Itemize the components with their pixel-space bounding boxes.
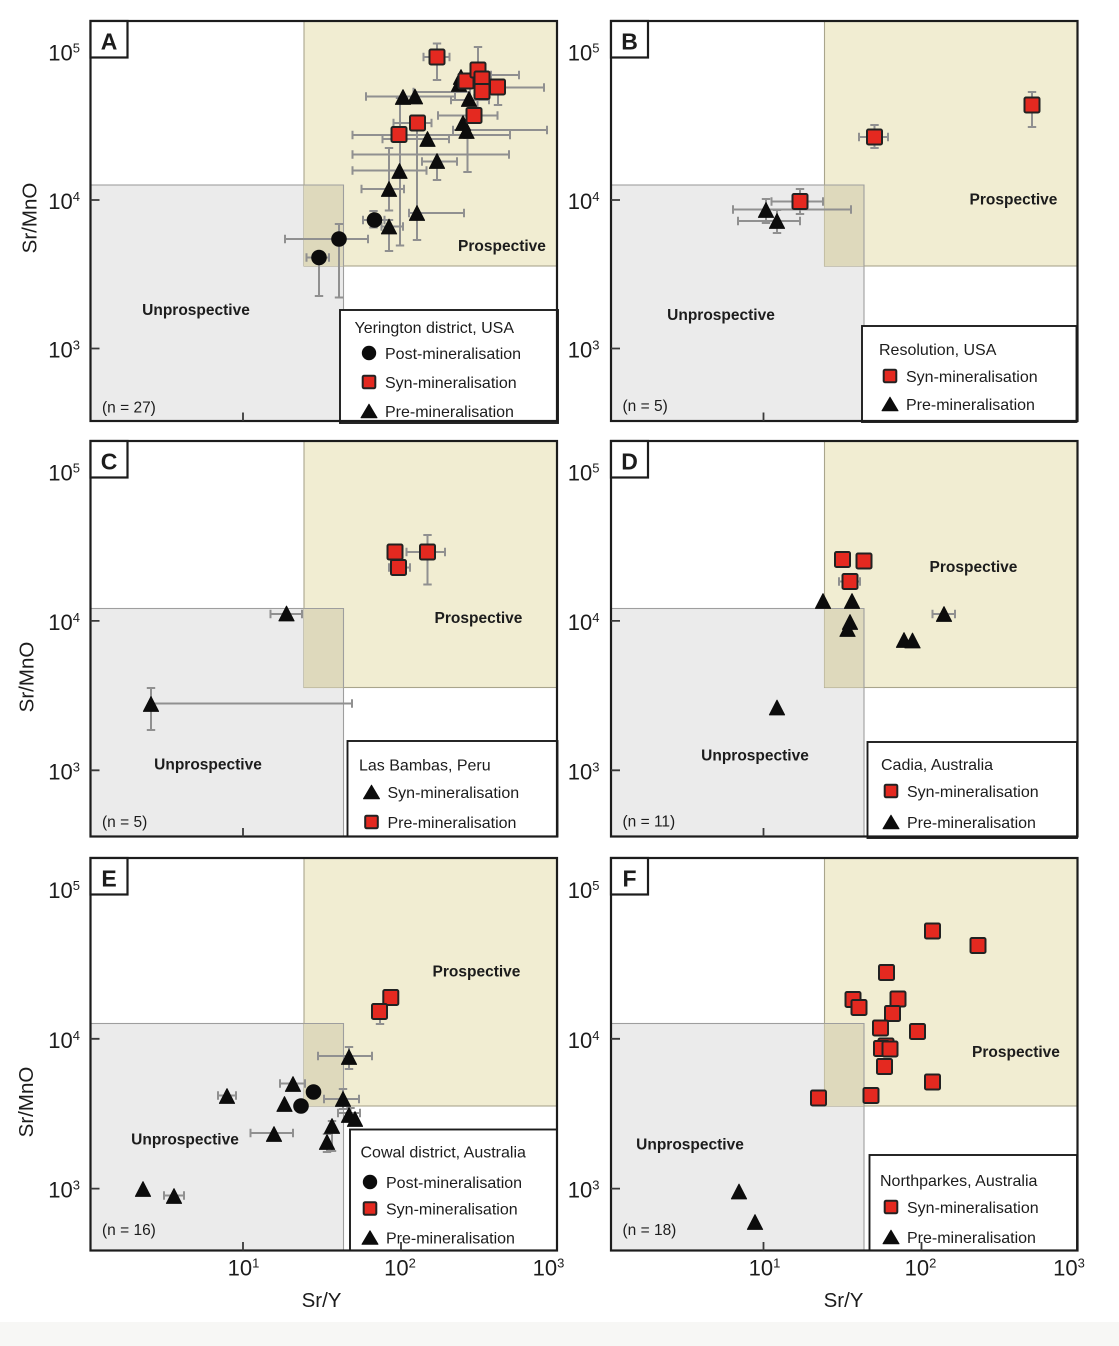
svg-text:(n = 5): (n = 5): [623, 398, 668, 415]
svg-text:E: E: [101, 866, 116, 892]
svg-text:Syn-mineralisation: Syn-mineralisation: [385, 375, 517, 392]
svg-text:Sr/MnO: Sr/MnO: [15, 1067, 38, 1138]
svg-text:Pre-mineralisation: Pre-mineralisation: [388, 815, 517, 832]
svg-text:(n = 18): (n = 18): [623, 1222, 677, 1239]
svg-text:Unprospective: Unprospective: [131, 1132, 239, 1149]
svg-text:Syn-mineralisation: Syn-mineralisation: [388, 785, 520, 802]
svg-text:Cadia, Australia: Cadia, Australia: [881, 757, 993, 774]
svg-text:Resolution, USA: Resolution, USA: [879, 342, 997, 359]
svg-text:Cowal district, Australia: Cowal district, Australia: [361, 1145, 526, 1162]
svg-text:101: 101: [749, 1256, 781, 1281]
svg-text:Prospective: Prospective: [435, 610, 523, 627]
svg-text:Pre-mineralisation: Pre-mineralisation: [385, 404, 514, 421]
svg-text:Pre-mineralisation: Pre-mineralisation: [907, 1230, 1036, 1247]
svg-text:D: D: [621, 449, 638, 475]
svg-text:Sr/Y: Sr/Y: [302, 1289, 342, 1312]
svg-text:Syn-mineralisation: Syn-mineralisation: [906, 369, 1038, 386]
svg-text:(n = 16): (n = 16): [102, 1222, 156, 1239]
svg-text:Yerington district, USA: Yerington district, USA: [355, 320, 515, 337]
svg-text:Sr/MnO: Sr/MnO: [19, 183, 42, 254]
svg-text:Unprospective: Unprospective: [142, 302, 250, 319]
svg-text:Syn-mineralisation: Syn-mineralisation: [907, 1200, 1039, 1217]
svg-text:105: 105: [568, 41, 600, 66]
svg-text:Syn-mineralisation: Syn-mineralisation: [907, 784, 1039, 801]
svg-text:Unprospective: Unprospective: [667, 307, 775, 324]
svg-text:Unprospective: Unprospective: [701, 748, 809, 765]
svg-text:Prospective: Prospective: [970, 192, 1058, 209]
svg-text:(n = 5): (n = 5): [102, 814, 147, 831]
svg-text:Prospective: Prospective: [433, 964, 521, 981]
svg-text:Post-mineralisation: Post-mineralisation: [385, 346, 521, 363]
svg-text:F: F: [622, 866, 636, 892]
svg-text:Prospective: Prospective: [930, 559, 1018, 576]
svg-text:Las Bambas, Peru: Las Bambas, Peru: [359, 758, 491, 775]
svg-text:Pre-mineralisation: Pre-mineralisation: [907, 815, 1036, 832]
svg-text:(n = 11): (n = 11): [623, 814, 676, 831]
svg-text:Pre-mineralisation: Pre-mineralisation: [386, 1231, 515, 1248]
svg-text:Prospective: Prospective: [458, 238, 546, 255]
svg-text:105: 105: [568, 461, 600, 486]
svg-text:105: 105: [568, 878, 600, 903]
svg-text:Post-mineralisation: Post-mineralisation: [386, 1175, 522, 1192]
svg-text:Syn-mineralisation: Syn-mineralisation: [386, 1202, 518, 1219]
svg-text:B: B: [621, 29, 638, 55]
svg-text:Sr/Y: Sr/Y: [824, 1289, 864, 1312]
svg-text:Unprospective: Unprospective: [154, 757, 262, 774]
svg-text:Sr/MnO: Sr/MnO: [16, 642, 39, 713]
svg-text:A: A: [101, 29, 118, 55]
svg-text:Northparkes, Australia: Northparkes, Australia: [880, 1173, 1038, 1190]
svg-text:Prospective: Prospective: [972, 1044, 1060, 1061]
svg-text:(n = 27): (n = 27): [102, 400, 156, 417]
svg-text:Unprospective: Unprospective: [636, 1137, 744, 1154]
svg-text:Pre-mineralisation: Pre-mineralisation: [906, 397, 1035, 414]
svg-text:C: C: [101, 449, 118, 475]
